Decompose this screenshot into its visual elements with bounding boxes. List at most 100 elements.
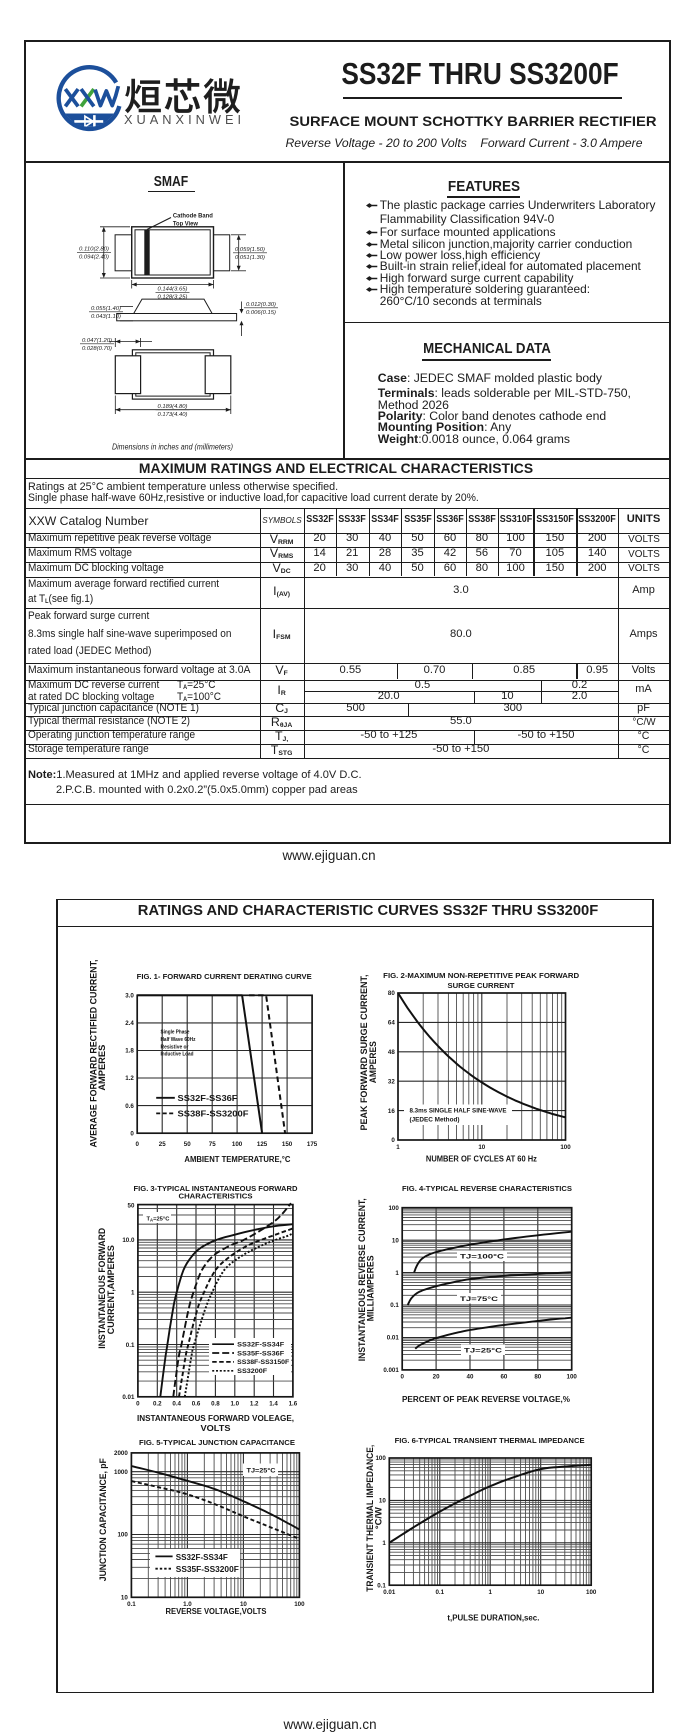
svg-text:100: 100	[567, 1373, 578, 1380]
svg-text:SS32F-SS34F: SS32F-SS34F	[237, 1342, 284, 1349]
svg-text:10: 10	[392, 1237, 399, 1244]
svg-text:100: 100	[117, 1532, 128, 1539]
svg-text:TJ=25°C: TJ=25°C	[247, 1466, 276, 1474]
svg-text:100: 100	[232, 1141, 243, 1148]
svg-text:0: 0	[135, 1141, 139, 1148]
svg-text:0: 0	[400, 1373, 404, 1380]
svg-text:0.144(3.65): 0.144(3.65)	[158, 287, 188, 293]
svg-text:0.6: 0.6	[192, 1400, 201, 1407]
svg-text:1.6: 1.6	[289, 1400, 298, 1407]
svg-text:1.2: 1.2	[125, 1075, 134, 1082]
svg-text:0.01: 0.01	[383, 1589, 396, 1596]
svg-text:0.059(1.50): 0.059(1.50)	[235, 247, 265, 253]
svg-text:0.2: 0.2	[153, 1400, 162, 1407]
svg-text:Top View: Top View	[173, 221, 198, 228]
svg-text:0.1: 0.1	[126, 1342, 135, 1349]
svg-text:0.128(3.25): 0.128(3.25)	[158, 295, 188, 301]
svg-text:8.3ms SINGLE HALF SINE-WAVE: 8.3ms SINGLE HALF SINE-WAVE	[410, 1107, 507, 1114]
svg-text:(JEDEC Method): (JEDEC Method)	[410, 1116, 460, 1123]
svg-text:PERCENT OF PEAK REVERSE VOLTAG: PERCENT OF PEAK REVERSE VOLTAGE,%	[402, 1395, 570, 1404]
svg-text:20: 20	[433, 1373, 440, 1380]
svg-text:AMPERES: AMPERES	[97, 1045, 107, 1091]
svg-text:40: 40	[467, 1373, 474, 1380]
svg-text:80: 80	[534, 1373, 541, 1380]
svg-text:SS35F-SS36F: SS35F-SS36F	[237, 1350, 284, 1357]
svg-text:SURGE CURRENT: SURGE CURRENT	[448, 981, 516, 990]
svg-text:CHARACTERISTICS: CHARACTERISTICS	[179, 1192, 253, 1201]
svg-text:50: 50	[128, 1203, 135, 1210]
svg-text:Inductive Load: Inductive Load	[161, 1052, 194, 1058]
svg-text:2.4: 2.4	[125, 1020, 134, 1027]
svg-text:0.055(1.40): 0.055(1.40)	[91, 306, 121, 312]
svg-text:0.8: 0.8	[211, 1400, 220, 1407]
svg-text:FIG. 5-TYPICAL JUNCTION CAPACI: FIG. 5-TYPICAL JUNCTION CAPACITANCE	[139, 1438, 295, 1447]
svg-text:3.0: 3.0	[125, 993, 134, 1000]
svg-text:TJ=100°C: TJ=100°C	[460, 1253, 504, 1261]
svg-text:0.051(1.30): 0.051(1.30)	[235, 255, 265, 261]
svg-text:100: 100	[294, 1601, 305, 1608]
svg-text:10: 10	[379, 1498, 386, 1505]
svg-text:1.0: 1.0	[183, 1601, 192, 1608]
svg-text:INSTANTANEOUS FORWARD VOLEAGE,: INSTANTANEOUS FORWARD VOLEAGE,	[137, 1414, 294, 1423]
svg-text:REVERSE VOLTAGE,VOLTS: REVERSE VOLTAGE,VOLTS	[166, 1607, 268, 1616]
svg-text:150: 150	[282, 1141, 293, 1148]
svg-text:48: 48	[388, 1049, 395, 1056]
svg-text:100: 100	[388, 1205, 399, 1212]
svg-text:0.110(2.80): 0.110(2.80)	[79, 247, 109, 253]
svg-text:1: 1	[488, 1589, 492, 1596]
svg-text:25: 25	[159, 1141, 166, 1148]
svg-text:1: 1	[382, 1540, 386, 1547]
svg-text:°C/W: °C/W	[374, 1507, 384, 1530]
svg-text:Resistive or: Resistive or	[161, 1044, 190, 1050]
svg-text:SS3200F: SS3200F	[237, 1368, 267, 1375]
svg-text:SS38F-SS3200F: SS38F-SS3200F	[178, 1110, 249, 1119]
svg-text:TRANSIENT THERMAL IMPEDANCE,: TRANSIENT THERMAL IMPEDANCE,	[365, 1445, 375, 1592]
svg-text:1: 1	[131, 1289, 135, 1296]
svg-text:0.1: 0.1	[390, 1302, 399, 1309]
svg-text:0.001: 0.001	[383, 1367, 399, 1374]
svg-text:Half Wave 60Hz: Half Wave 60Hz	[161, 1037, 196, 1043]
svg-text:10: 10	[537, 1589, 544, 1596]
svg-text:0.6: 0.6	[125, 1103, 134, 1110]
svg-text:0.01: 0.01	[122, 1394, 135, 1401]
svg-text:80: 80	[388, 990, 395, 997]
svg-text:125: 125	[257, 1141, 268, 1148]
svg-text:0.01: 0.01	[387, 1335, 400, 1342]
svg-text:10: 10	[478, 1144, 485, 1151]
svg-text:0.028(0.70): 0.028(0.70)	[82, 346, 112, 352]
svg-text:TJ=75°C: TJ=75°C	[460, 1295, 498, 1303]
svg-text:CURRENT,AMPERES: CURRENT,AMPERES	[106, 1245, 116, 1334]
svg-text:TA=25°C: TA=25°C	[147, 1216, 171, 1222]
svg-text:100: 100	[586, 1589, 597, 1596]
svg-text:10: 10	[240, 1601, 247, 1608]
svg-text:AVERAGE FORWARD RECTIFIED CURR: AVERAGE FORWARD RECTIFIED CURRENT,	[89, 960, 99, 1148]
svg-text:FIG. 3-TYPICAL INSTANTANEOUS F: FIG. 3-TYPICAL INSTANTANEOUS FORWARD	[134, 1184, 298, 1193]
svg-text:FIG. 1- FORWARD CURRENT DERATI: FIG. 1- FORWARD CURRENT DERATING CURVE	[137, 972, 312, 981]
svg-text:0.1: 0.1	[127, 1601, 136, 1608]
svg-text:0.094(2.40): 0.094(2.40)	[79, 255, 109, 261]
svg-text:SS32F-SS34F: SS32F-SS34F	[176, 1553, 228, 1562]
svg-text:FIG. 4-TYPICAL REVERSE CHARACT: FIG. 4-TYPICAL REVERSE CHARACTERISTICS	[402, 1184, 572, 1193]
svg-text:1: 1	[395, 1270, 399, 1277]
svg-text:2000: 2000	[114, 1450, 128, 1457]
svg-text:FIG. 2-MAXIMUM NON-REPETITIVE: FIG. 2-MAXIMUM NON-REPETITIVE PEAK FORWA…	[383, 971, 579, 980]
svg-text:SS35F-SS3200F: SS35F-SS3200F	[176, 1565, 239, 1574]
svg-text:NUMBER OF CYCLES AT 60 Hz: NUMBER OF CYCLES AT 60 Hz	[426, 1155, 537, 1164]
svg-text:JUNCTION CAPACITANCE, pF: JUNCTION CAPACITANCE, pF	[98, 1458, 108, 1581]
svg-text:Cathode Band: Cathode Band	[173, 213, 213, 220]
svg-text:Single Phase: Single Phase	[161, 1030, 190, 1036]
svg-text:1.4: 1.4	[269, 1400, 278, 1407]
svg-text:50: 50	[184, 1141, 191, 1148]
svg-text:t,PULSE DURATION,sec.: t,PULSE DURATION,sec.	[447, 1614, 539, 1623]
svg-text:10.0: 10.0	[122, 1237, 135, 1244]
svg-text:1: 1	[396, 1144, 400, 1151]
svg-text:64: 64	[388, 1020, 395, 1027]
svg-text:TJ=25°C: TJ=25°C	[464, 1347, 502, 1355]
svg-text:0.4: 0.4	[172, 1400, 181, 1407]
svg-text:0: 0	[391, 1137, 395, 1144]
svg-text:SS38F-SS3150F: SS38F-SS3150F	[237, 1359, 289, 1366]
svg-text:AMPERES: AMPERES	[368, 1041, 378, 1083]
svg-text:0.012(0.30): 0.012(0.30)	[246, 302, 276, 308]
svg-text:1.0: 1.0	[230, 1400, 239, 1407]
svg-text:FIG. 6-TYPICAL TRANSIENT THERM: FIG. 6-TYPICAL TRANSIENT THERMAL IMPEDAN…	[395, 1436, 585, 1445]
